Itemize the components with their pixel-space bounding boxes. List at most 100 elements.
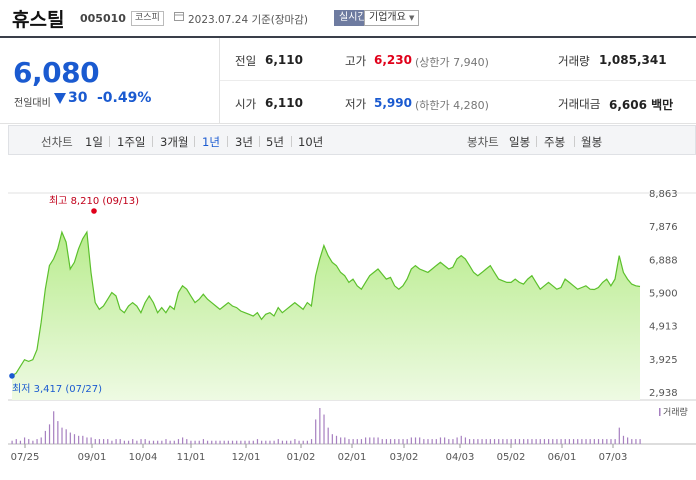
volume-bar <box>335 435 338 444</box>
market-badge: 코스피 <box>131 11 164 26</box>
candle-chart-label: 봉차트 <box>467 135 499 149</box>
volume-value: 1,085,341 <box>599 53 667 67</box>
divider <box>536 136 537 147</box>
volume-bar <box>597 439 600 444</box>
volume-bar <box>348 439 350 444</box>
volume-bar <box>261 440 263 444</box>
period-1d[interactable]: 1일 <box>85 135 103 149</box>
volume-bar <box>356 439 358 444</box>
volume-bar <box>464 437 467 444</box>
volume-bar <box>94 439 96 444</box>
low-label: 저가 <box>345 97 367 111</box>
volume-bar <box>622 435 625 444</box>
volume-bar <box>256 439 259 444</box>
date-text: 2023.07.24 기준(장마감) <box>188 14 308 26</box>
volume-bar <box>444 437 446 444</box>
volume-bar <box>107 439 109 444</box>
volume-bar <box>90 437 92 444</box>
volume-bar <box>394 439 396 444</box>
high-label: 고가 <box>345 54 367 68</box>
x-tick-label: 01/02 <box>287 452 316 463</box>
volume-bar <box>28 439 30 444</box>
price-chart: 거래량 8,8637,8766,8885,9004,9133,9252,938 … <box>8 189 696 463</box>
volume-bar <box>473 439 475 444</box>
volume-bar <box>506 439 508 444</box>
price-panel <box>0 38 696 124</box>
volume-bar <box>419 437 421 444</box>
volume-bar <box>585 439 587 444</box>
candle-daily[interactable]: 일봉 <box>509 135 531 149</box>
divider <box>219 38 220 123</box>
low-point-marker <box>9 373 15 379</box>
realtime-button[interactable]: 실시간 <box>334 10 372 26</box>
period-1w[interactable]: 1주일 <box>117 135 146 149</box>
volume-bar <box>265 440 267 444</box>
volume-bar <box>136 440 138 444</box>
volume-bar <box>198 440 200 444</box>
price-line <box>11 230 641 377</box>
candle-weekly[interactable]: 주봉 <box>544 135 566 149</box>
volume-bar <box>119 439 121 444</box>
volume-bar <box>556 439 558 444</box>
trade-amount-label: 거래대금 <box>558 97 601 111</box>
volume-bar <box>78 435 80 444</box>
volume-bar <box>190 440 192 444</box>
volume-bar <box>614 439 616 444</box>
volume-bar <box>277 439 279 444</box>
x-tick-label: 03/02 <box>390 452 419 463</box>
volume-bar <box>244 440 246 444</box>
open-value: 6,110 <box>265 96 303 110</box>
volume-bar <box>414 437 417 444</box>
x-tick-label: 12/01 <box>232 452 261 463</box>
volume-bar <box>82 435 84 444</box>
period-1y[interactable]: 1년 <box>202 135 220 149</box>
lower-limit: (하한가 4,280) <box>415 99 489 112</box>
period-3y[interactable]: 3년 <box>235 135 253 149</box>
down-triangle-icon <box>54 93 66 104</box>
volume-bar <box>240 440 242 444</box>
volume-bar <box>606 439 608 444</box>
period-3m[interactable]: 3개월 <box>160 135 189 149</box>
volume-bar <box>618 427 620 444</box>
volume-bar <box>568 439 570 444</box>
volume-bar <box>194 440 196 444</box>
volume-legend-swatch <box>659 408 661 416</box>
volume-bar <box>177 439 180 444</box>
x-tick-label: 09/01 <box>78 452 107 463</box>
volume-bar <box>431 439 433 444</box>
y-tick-label: 8,863 <box>649 189 678 200</box>
divider <box>220 80 696 81</box>
volume-bar <box>127 440 130 444</box>
candle-monthly[interactable]: 월봉 <box>581 135 603 149</box>
x-tick-label: 05/02 <box>497 452 526 463</box>
volume-bar <box>572 439 575 444</box>
low-annotation: 최저 3,417 (07/27) <box>12 383 102 395</box>
volume-bar <box>518 439 521 444</box>
volume-bar <box>48 424 51 444</box>
company-info-button[interactable]: 기업개요 ▼ <box>364 10 420 26</box>
volume-bar <box>344 437 346 444</box>
volume-bar <box>377 437 379 444</box>
stock-header <box>0 0 696 38</box>
volume-bar <box>639 439 641 444</box>
volume-bar <box>493 439 496 444</box>
volume-bar <box>157 440 159 444</box>
volume-bar <box>523 439 525 444</box>
volume-bar <box>165 439 167 444</box>
volume-bar <box>631 439 633 444</box>
period-5y[interactable]: 5년 <box>266 135 284 149</box>
period-10y[interactable]: 10년 <box>298 135 324 149</box>
volume-bar <box>23 437 26 444</box>
company-info-label: 기업개요 <box>369 12 406 23</box>
x-tick-label: 07/03 <box>599 452 628 463</box>
volume-bar <box>294 439 296 444</box>
volume-bar <box>182 437 184 444</box>
volume-bar <box>327 427 329 444</box>
volume-bar <box>489 439 491 444</box>
volume-bar <box>252 440 254 444</box>
stock-code: 005010 <box>80 12 126 25</box>
volume-bar <box>527 439 529 444</box>
volume-bar <box>61 427 63 444</box>
volume-bar <box>410 437 412 444</box>
volume-bar <box>406 439 408 444</box>
